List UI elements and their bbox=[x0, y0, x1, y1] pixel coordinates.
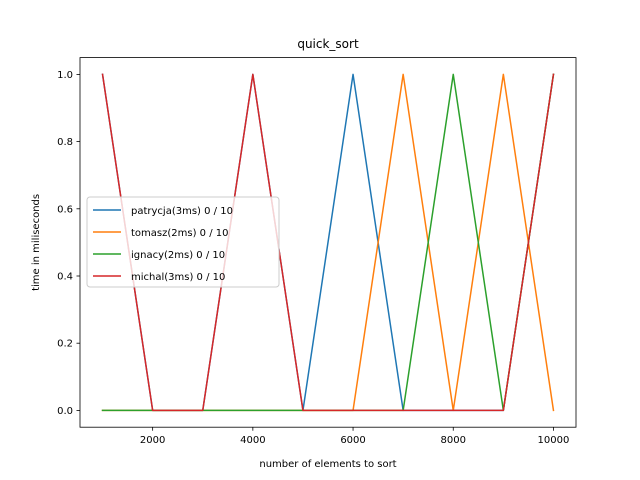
legend-box bbox=[86, 196, 280, 288]
x-axis-title: number of elements to sort bbox=[259, 459, 396, 470]
y-tick-label: 0.4 bbox=[57, 272, 73, 283]
legend-label: ignacy(2ms) 0 / 10 bbox=[131, 250, 225, 261]
y-tick-label: 0.0 bbox=[57, 406, 73, 417]
x-tick-label: 8000 bbox=[441, 435, 466, 446]
y-tick-label: 1.0 bbox=[57, 70, 73, 81]
plot-frame bbox=[79, 57, 577, 428]
legend: patrycja(3ms) 0 / 10 tomasz(2ms) 0 / 10 ig… bbox=[86, 196, 280, 288]
chart-title: quick_sort bbox=[297, 37, 359, 51]
x-tick-label: 2000 bbox=[140, 435, 165, 446]
legend-label: patrycja(3ms) 0 / 10 bbox=[131, 206, 233, 217]
y-tick-label: 0.2 bbox=[57, 339, 73, 350]
series-line-michal bbox=[101, 73, 555, 412]
plot-lines bbox=[101, 73, 555, 412]
y-tick-label: 0.8 bbox=[57, 137, 73, 148]
y-axis-title: time in miliseconds bbox=[31, 194, 42, 291]
x-axis-ticks: 2000 4000 6000 8000 10000 bbox=[140, 427, 569, 446]
x-tick-label: 10000 bbox=[538, 435, 570, 446]
legend-label: michal(3ms) 0 / 10 bbox=[131, 272, 225, 283]
x-tick-label: 4000 bbox=[240, 435, 265, 446]
x-tick-label: 6000 bbox=[340, 435, 365, 446]
y-axis-ticks: 0.0 0.2 0.4 0.6 0.8 1.0 bbox=[57, 70, 80, 417]
y-tick-label: 0.6 bbox=[57, 204, 73, 215]
legend-label: tomasz(2ms) 0 / 10 bbox=[131, 228, 228, 239]
